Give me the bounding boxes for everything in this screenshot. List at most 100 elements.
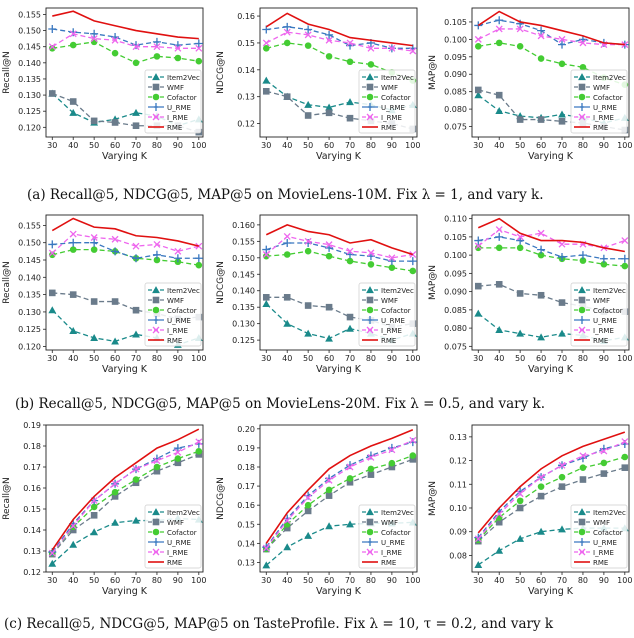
data-point [111,36,119,44]
data-point [367,453,375,461]
data-point [152,250,161,259]
legend-marker [578,93,586,101]
x-tick-label: 50 [303,354,313,363]
data-point [388,463,396,471]
data-point [579,257,587,264]
x-tick-label: 100 [617,354,632,363]
data-point [621,237,629,245]
data-point [283,93,291,100]
data-point [474,236,483,245]
legend-marker [578,528,586,536]
x-tick-label: 50 [303,576,313,585]
legend-entry: I_RME [148,548,188,557]
x-tick-label: 80 [578,354,588,363]
data-point [537,116,545,123]
y-tick-label: 0.160 [232,221,255,230]
data-point [132,465,140,473]
data-point [262,45,270,52]
series-rme [52,10,199,40]
data-point [111,298,119,305]
legend-entry: WMF [574,296,610,305]
x-tick-label: 100 [191,576,206,585]
x-tick-label: 100 [405,141,420,150]
y-tick-label: 0.155 [18,10,41,19]
data-point [132,476,140,483]
legend-entry: Cofactor [148,306,197,315]
legend-entry: I_RME [362,326,402,335]
x-tick-label: 50 [89,141,99,150]
legend-marker [578,83,586,91]
legend-label: WMF [593,84,610,92]
y-tick-label: 0.150 [18,27,41,36]
data-point [194,39,203,48]
data-point [516,43,524,50]
legend-entry: I_RME [362,548,402,557]
data-point [495,106,504,114]
data-point [111,337,119,345]
legend-entry: RME [362,337,396,345]
x-tick-label: 70 [131,354,141,363]
data-point [579,39,587,47]
legend-entry: WMF [148,83,184,92]
x-tick-label: 80 [366,576,376,585]
x-tick-label: 60 [110,141,120,150]
data-point [48,240,57,249]
series-line [477,28,625,46]
y-tick-label: 0.16 [237,501,255,510]
y-tick-label: 0.090 [444,288,467,297]
series-rme [265,224,414,256]
legend-label: WMF [593,519,610,527]
x-tick-label: 90 [387,354,397,363]
y-tick-label: 0.090 [444,70,467,79]
data-point [367,44,375,52]
legend-entry: U_RME [148,103,191,112]
legend-entry: Cofactor [148,528,197,537]
y-tick-label: 0.18 [237,463,255,472]
x-tick-label: 90 [387,141,397,150]
chart-panel-6: 30 40 50 60 70 80 90 100 0.075 0.080 0.085 0.090 0.0… [428,214,632,375]
data-point [173,444,182,453]
data-point [174,448,182,456]
y-tick-label: 0.100 [444,251,467,260]
series-line [52,10,199,40]
series-line [51,33,199,49]
legend-label: I_RME [381,114,402,122]
y-tick-label: 0.105 [444,18,467,27]
data-point [132,254,141,263]
series-line [51,517,199,565]
x-tick-label: 100 [617,141,632,150]
legend-label: Item2Vec [381,509,414,517]
legend-label: RME [167,124,182,132]
data-point [516,233,524,241]
legend-marker [366,73,374,81]
data-point [152,37,161,46]
series-line [477,10,625,46]
y-tick-label: 0.125 [18,107,41,116]
data-point [283,251,291,258]
legend-label: WMF [593,297,610,305]
y-tick-label: 0.17 [237,482,255,491]
legend-entry: Cofactor [362,93,411,102]
legend-label: Cofactor [167,307,197,315]
data-point [516,504,524,512]
legend: Item2Vec WMF Cofactor U_RME I_RME RME [570,69,628,134]
data-point [516,116,524,123]
data-point [537,333,545,341]
legend-entry: U_RME [574,316,617,325]
y-tick-label: 0.085 [444,306,467,315]
data-point [283,319,292,327]
legend-marker [152,518,160,526]
legend-entry: WMF [362,83,398,92]
data-point [262,251,270,258]
x-tick-label: 60 [324,354,334,363]
data-point [90,246,98,253]
data-point [346,257,354,265]
chart-panel-5: 30 40 50 60 70 80 90 100 0.125 0.130 0.135 0.140 0.1… [216,214,420,375]
x-axis-label: Varying K [528,364,574,375]
legend-marker [366,93,374,101]
x-tick-label: 50 [89,576,99,585]
data-point [262,39,270,47]
y-tick-label: 0.080 [444,324,467,333]
x-tick-label: 40 [282,576,292,585]
legend-label: Cofactor [593,94,623,102]
